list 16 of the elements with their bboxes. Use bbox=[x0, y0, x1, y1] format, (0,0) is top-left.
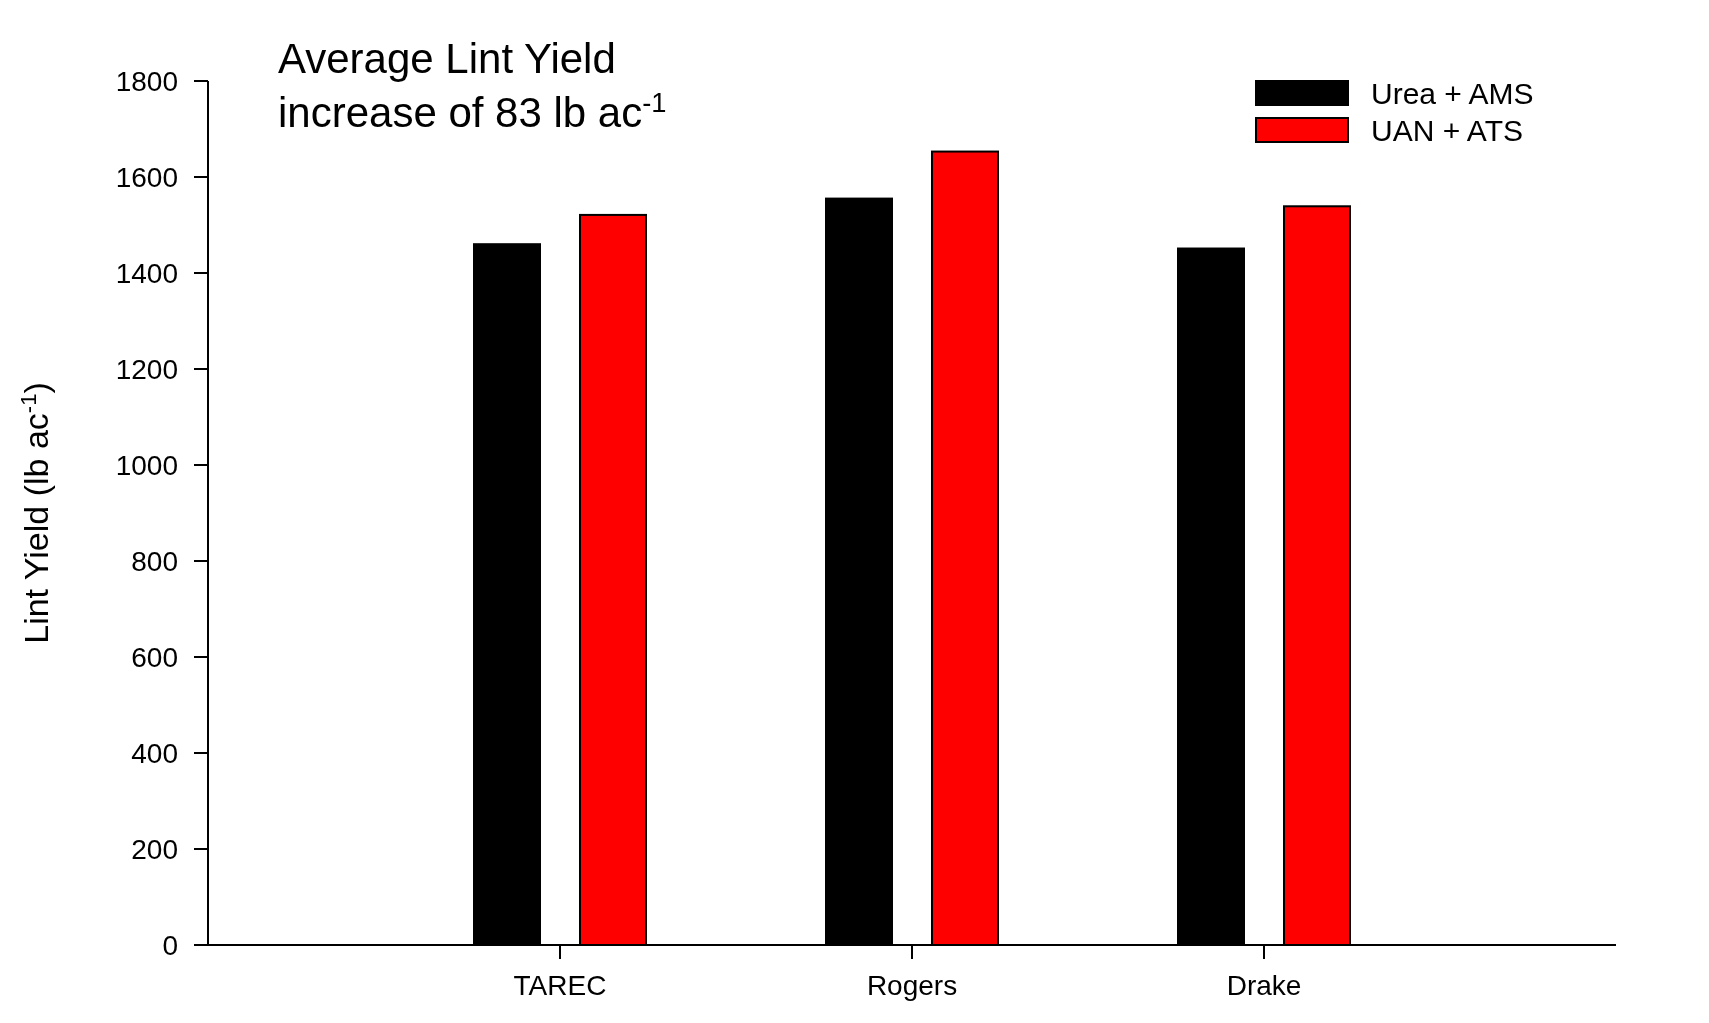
y-tick-label: 1600 bbox=[115, 161, 178, 193]
x-tick-label: Rogers bbox=[866, 970, 958, 1001]
y-tick-label: 1200 bbox=[115, 353, 178, 385]
y-tick-label: 400 bbox=[131, 737, 178, 769]
chart-title: Average Lint Yield increase of 83 lb ac$^{-1}$ bbox=[278, 35, 667, 136]
y-tick-label: 1800 bbox=[115, 65, 178, 97]
y-tick-label: 600 bbox=[131, 641, 178, 673]
y-tick-label: 800 bbox=[131, 545, 178, 577]
y-tick-label: 0 bbox=[162, 929, 178, 961]
x-tick-label: TAREC bbox=[513, 970, 607, 1001]
legend-label: UAN + ATS bbox=[1371, 113, 1523, 147]
y-tick-label: 200 bbox=[131, 833, 178, 865]
x-tick-label: Drake bbox=[1226, 970, 1302, 1001]
y-tick-label: 1000 bbox=[115, 449, 178, 481]
legend-label: Urea + AMS bbox=[1371, 76, 1534, 110]
y-tick-label: 1400 bbox=[115, 257, 178, 289]
